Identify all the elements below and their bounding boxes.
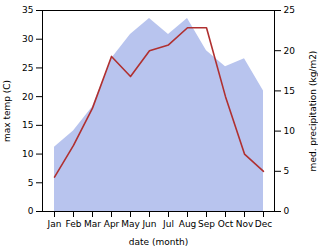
svg-text:5: 5 <box>284 166 290 176</box>
svg-text:20: 20 <box>22 92 34 102</box>
svg-text:35: 35 <box>22 5 33 15</box>
svg-text:max temp (C): max temp (C) <box>2 80 12 142</box>
svg-text:25: 25 <box>284 5 295 15</box>
svg-text:0: 0 <box>284 206 290 216</box>
svg-text:Sep: Sep <box>198 219 215 229</box>
svg-text:10: 10 <box>22 149 34 159</box>
svg-text:25: 25 <box>22 63 33 73</box>
svg-text:Oct: Oct <box>218 219 234 229</box>
svg-text:30: 30 <box>22 34 34 44</box>
svg-text:Dec: Dec <box>255 219 272 229</box>
svg-text:5: 5 <box>28 178 34 188</box>
svg-text:Jul: Jul <box>162 219 174 229</box>
svg-text:May: May <box>121 219 140 229</box>
svg-text:Mar: Mar <box>84 219 101 229</box>
svg-text:Aug: Aug <box>179 219 197 229</box>
svg-text:Nov: Nov <box>236 219 254 229</box>
svg-text:Jun: Jun <box>141 219 156 229</box>
svg-text:15: 15 <box>22 120 33 130</box>
svg-text:Jan: Jan <box>47 219 62 229</box>
svg-text:10: 10 <box>284 126 296 136</box>
svg-text:Apr: Apr <box>104 219 120 229</box>
svg-text:date (month): date (month) <box>129 237 188 247</box>
svg-text:20: 20 <box>284 46 296 56</box>
svg-text:med. precipitation (kg/m2): med. precipitation (kg/m2) <box>308 51 318 172</box>
svg-text:0: 0 <box>28 206 34 216</box>
svg-text:Feb: Feb <box>66 219 82 229</box>
svg-text:15: 15 <box>284 86 295 96</box>
